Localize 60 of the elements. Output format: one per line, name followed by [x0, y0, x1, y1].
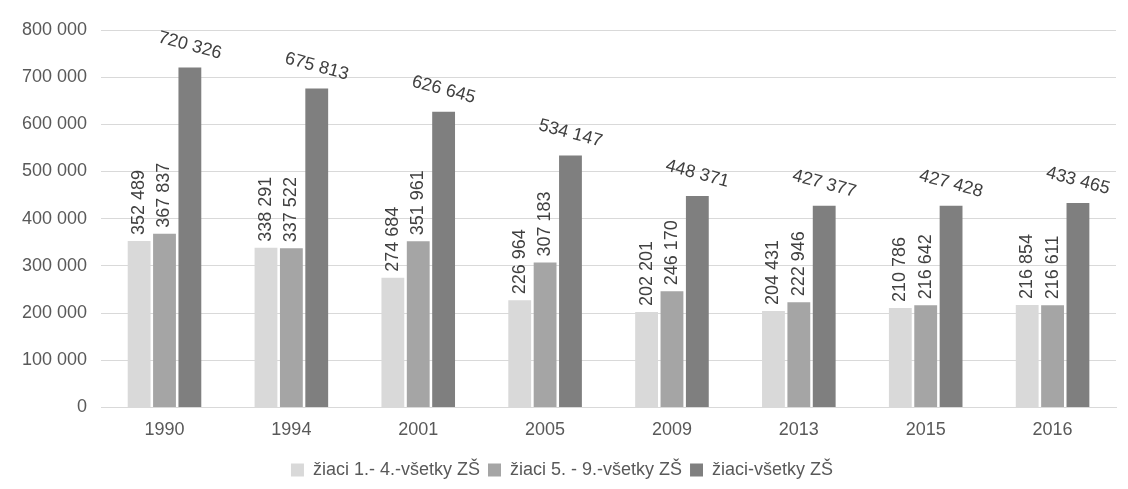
data-label: 427 428	[917, 164, 986, 201]
data-label: 202 201	[635, 240, 656, 307]
bar	[178, 67, 202, 407]
data-label: 274 684	[381, 206, 402, 272]
x-tick-label: 2005	[525, 419, 566, 440]
x-tick-label: 2015	[905, 419, 946, 440]
y-tick-label: 300 000	[21, 254, 88, 275]
data-label: 351 961	[407, 170, 428, 236]
bar	[1066, 202, 1090, 407]
data-label: 675 813	[282, 47, 352, 84]
data-label: 352 489	[128, 170, 149, 236]
data-label: 307 183	[534, 191, 555, 257]
x-tick-label: 2013	[778, 419, 819, 440]
legend-label: žiaci-všetky ZŠ	[712, 457, 834, 479]
bar	[812, 205, 836, 407]
bar	[153, 233, 176, 407]
legend-label: žiaci 5. - 9.-všetky ZŠ	[509, 457, 683, 479]
bar	[685, 195, 709, 407]
legend-label: žiaci 1.- 4.-všetky ZŠ	[312, 457, 480, 479]
y-tick-label: 800 000	[21, 18, 88, 39]
data-label: 216 611	[1041, 235, 1062, 300]
y-tick-label: 200 000	[21, 302, 88, 323]
bar	[432, 111, 456, 407]
bar	[914, 305, 938, 407]
bar	[279, 248, 303, 407]
x-tick-label: 2001	[398, 419, 439, 440]
data-label: 216 642	[914, 234, 935, 300]
x-tick-label: 2016	[1032, 419, 1073, 440]
y-tick-label: 700 000	[21, 66, 88, 87]
data-label: 222 946	[787, 231, 808, 297]
data-label: 427 377	[790, 164, 859, 201]
data-label: 337 522	[280, 177, 301, 243]
data-label: 204 431	[762, 239, 783, 305]
data-label: 626 645	[409, 70, 478, 107]
y-tick-label: 500 000	[21, 160, 88, 181]
bar	[660, 291, 684, 407]
bar	[1041, 305, 1064, 407]
y-tick-label: 100 000	[21, 349, 88, 370]
y-tick-label: 0	[77, 396, 88, 417]
x-tick-label: 1994	[271, 419, 312, 440]
bar	[305, 88, 329, 407]
data-label: 433 465	[1044, 161, 1113, 198]
bar	[939, 205, 963, 407]
x-tick-label: 1990	[144, 419, 185, 440]
data-label: 246 170	[660, 220, 681, 286]
bar	[559, 155, 582, 407]
bar	[406, 241, 430, 407]
bar	[787, 302, 811, 407]
x-tick-label: 2009	[651, 419, 692, 440]
data-label: 367 837	[153, 162, 174, 228]
data-label: 210 786	[889, 236, 910, 302]
data-label: 720 326	[156, 26, 225, 63]
data-label: 216 854	[1016, 234, 1037, 300]
y-tick-label: 400 000	[21, 207, 88, 228]
y-tick-label: 600 000	[21, 113, 88, 134]
data-label: 226 964	[508, 229, 529, 295]
data-label: 338 291	[254, 176, 275, 242]
data-label: 448 371	[663, 154, 732, 191]
data-label: 534 147	[536, 114, 605, 151]
bar	[533, 262, 557, 407]
